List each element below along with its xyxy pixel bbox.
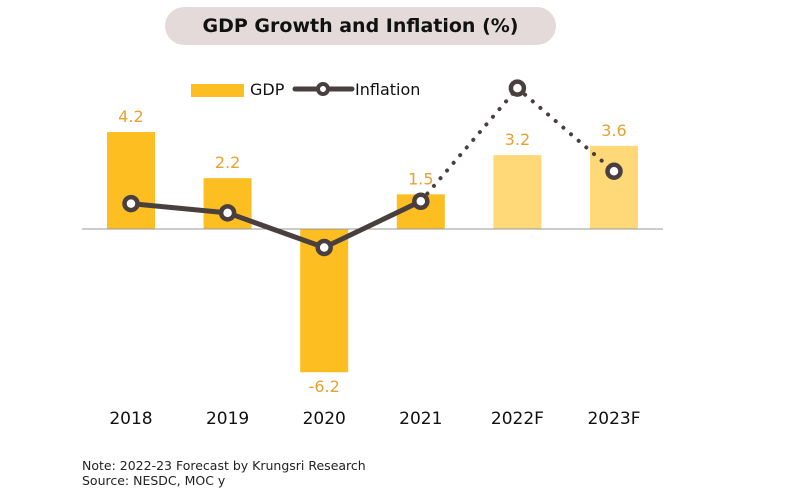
inflation-segment [225, 210, 327, 250]
legend-inflation-label: Inflation [355, 80, 420, 99]
legend-gdp-label: GDP [250, 80, 285, 99]
gdp-data-label: 1.5 [408, 169, 433, 188]
gdp-data-label: -6.2 [309, 377, 340, 396]
x-tick-label: 2020 [303, 409, 346, 429]
gdp-data-label: 3.2 [505, 130, 530, 149]
gdp-data-label: 2.2 [215, 153, 240, 172]
source-text: Source: NESDC, MOC y [82, 473, 226, 488]
x-tick-label: 2023F [587, 409, 640, 429]
inflation-segment [321, 198, 424, 250]
gdp-data-label: 4.2 [118, 107, 143, 126]
gdp-bar-2022F [493, 155, 542, 229]
inflation-segment [128, 201, 231, 216]
legend-gdp-swatch [191, 84, 244, 97]
x-tick-label: 2019 [206, 409, 249, 429]
inflation-point-2020 [315, 238, 333, 257]
inflation-point-2019 [218, 204, 237, 222]
inflation-point-2023F [605, 162, 623, 180]
gdp-data-label: 3.6 [601, 121, 626, 140]
inflation-segment [515, 86, 616, 174]
inflation-point-2022F [508, 79, 527, 97]
legend-inflation-marker [316, 82, 330, 96]
inflation-point-2018 [122, 194, 140, 213]
x-tick-label: 2021 [399, 409, 442, 429]
chart-title: GDP Growth and Inflation (%) [165, 7, 556, 45]
x-tick-label: 2018 [109, 409, 152, 429]
x-tick-label: 2022F [491, 409, 544, 429]
footnote: Note: 2022-23 Forecast by Krungsri Resea… [82, 458, 366, 488]
gdp-bar-2023F [590, 145, 638, 229]
note-text: Note: 2022-23 Forecast by Krungsri Resea… [82, 458, 366, 473]
gdp-bar-2018 [107, 131, 155, 229]
inflation-point-2021 [412, 192, 430, 211]
